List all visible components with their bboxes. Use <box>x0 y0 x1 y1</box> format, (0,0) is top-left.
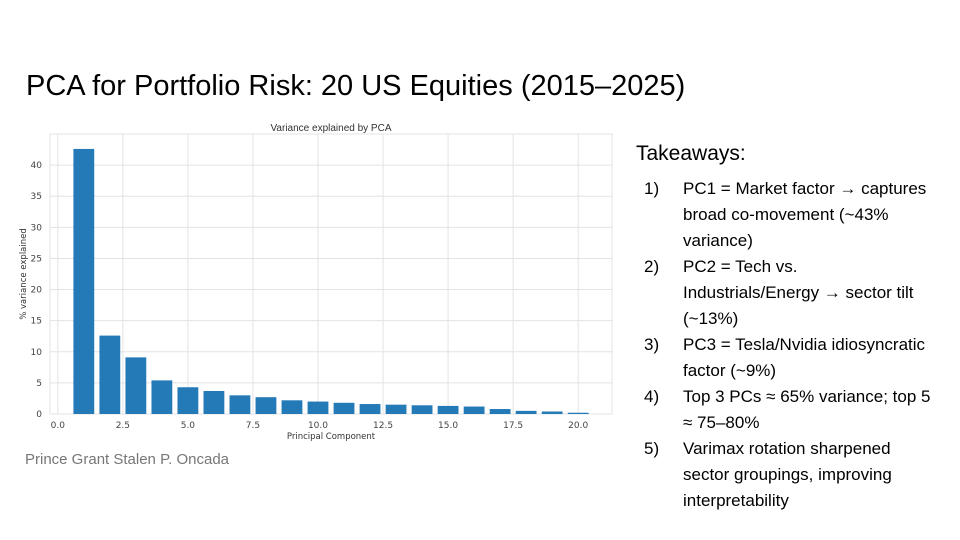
bar-pc-5 <box>177 387 199 414</box>
x-tick-label: 10.0 <box>308 421 328 431</box>
takeaway-item: 3) PC3 = Tesla/Nvidia idiosyncratic facto… <box>636 332 936 384</box>
variance-chart-svg: Variance explained by PCA 0 5 10 15 20 25 30 35… <box>19 123 613 442</box>
x-tick-label: 12.5 <box>373 421 393 431</box>
bar-pc-10 <box>307 401 329 414</box>
bar-pc-20 <box>567 412 589 414</box>
slide-title: PCA for Portfolio Risk: 20 US Equities (… <box>26 70 686 102</box>
y-tick-label: 15 <box>31 317 42 327</box>
takeaway-item: 1) PC1 = Market factor → captures broad c… <box>636 176 936 254</box>
y-tick-label: 20 <box>31 286 43 296</box>
x-tick-label: 7.5 <box>246 421 260 431</box>
x-tick-label: 2.5 <box>116 421 130 431</box>
takeaway-number: 4) <box>644 387 660 406</box>
author-name: Prince Grant Stalen P. Oncada <box>25 451 230 468</box>
takeaway-text: PC1 = Market factor → captures broad co-… <box>683 179 927 250</box>
takeaway-item: 2) PC2 = Tech vs. Industrials/Energy → se… <box>636 254 936 332</box>
y-axis-label: % variance explained <box>19 228 29 320</box>
bar-pc-1 <box>73 148 95 414</box>
bar-pc-14 <box>411 405 433 414</box>
x-tick-label: 17.5 <box>503 421 523 431</box>
takeaway-text: PC2 = Tech vs. Industrials/Energy → sect… <box>683 257 914 328</box>
y-tick-label: 10 <box>31 348 43 358</box>
bar-pc-8 <box>255 397 277 414</box>
bar-pc-11 <box>333 402 355 414</box>
y-tick-label: 35 <box>31 192 42 202</box>
variance-chart: Variance explained by PCA 0 5 10 15 20 25 30 35… <box>12 120 618 442</box>
x-tick-label: 20.0 <box>568 421 588 431</box>
x-tick-label: 15.0 <box>438 421 458 431</box>
bar-pc-2 <box>99 335 121 414</box>
x-axis-label: Principal Component <box>287 432 376 442</box>
takeaway-number: 1) <box>644 179 660 198</box>
takeaway-item: 4) Top 3 PCs ≈ 65% variance; top 5 ≈ 75–8… <box>636 384 936 436</box>
takeaway-item: 5) Varimax rotation sharpened sector grou… <box>636 436 936 514</box>
x-tick-label: 5.0 <box>181 421 196 431</box>
takeaway-number: 5) <box>644 439 660 458</box>
x-tick-label: 0.0 <box>51 421 66 431</box>
bar-pc-9 <box>281 400 303 414</box>
takeaway-text: Top 3 PCs ≈ 65% variance; top 5 ≈ 75–80% <box>683 387 931 432</box>
takeaways-panel: Takeaways: 1) PC1 = Market factor → captu… <box>636 142 936 514</box>
takeaways-heading: Takeaways: <box>636 142 746 165</box>
chart-bars <box>73 148 589 414</box>
takeaway-number: 2) <box>644 257 660 276</box>
bar-pc-15 <box>437 405 459 414</box>
bar-pc-16 <box>463 406 485 414</box>
bar-pc-12 <box>359 404 381 414</box>
bar-pc-6 <box>203 390 225 414</box>
bar-pc-13 <box>385 404 407 414</box>
y-tick-label: 40 <box>31 161 43 171</box>
bar-pc-3 <box>125 357 147 414</box>
bar-pc-7 <box>229 395 251 414</box>
chart-ticks: 0 5 10 15 20 25 30 35 40 0.0 2.5 5.0 7.5 10.0 12.5 15.0… <box>31 161 589 431</box>
y-tick-label: 25 <box>31 254 42 264</box>
takeaway-text: Varimax rotation sharpened sector groupi… <box>683 439 892 510</box>
bar-pc-17 <box>489 409 511 414</box>
takeaway-text: PC3 = Tesla/Nvidia idiosyncratic factor … <box>683 335 926 380</box>
bar-pc-4 <box>151 380 173 414</box>
chart-grid <box>49 133 613 415</box>
chart-title: Variance explained by PCA <box>271 123 392 134</box>
takeaway-number: 3) <box>644 335 660 354</box>
bar-pc-18 <box>515 410 537 414</box>
y-tick-label: 30 <box>31 223 43 233</box>
y-tick-label: 0 <box>36 410 42 420</box>
y-tick-label: 5 <box>36 379 42 389</box>
takeaway-list: 1) PC1 = Market factor → captures broad c… <box>636 176 936 514</box>
bar-pc-19 <box>541 411 563 414</box>
